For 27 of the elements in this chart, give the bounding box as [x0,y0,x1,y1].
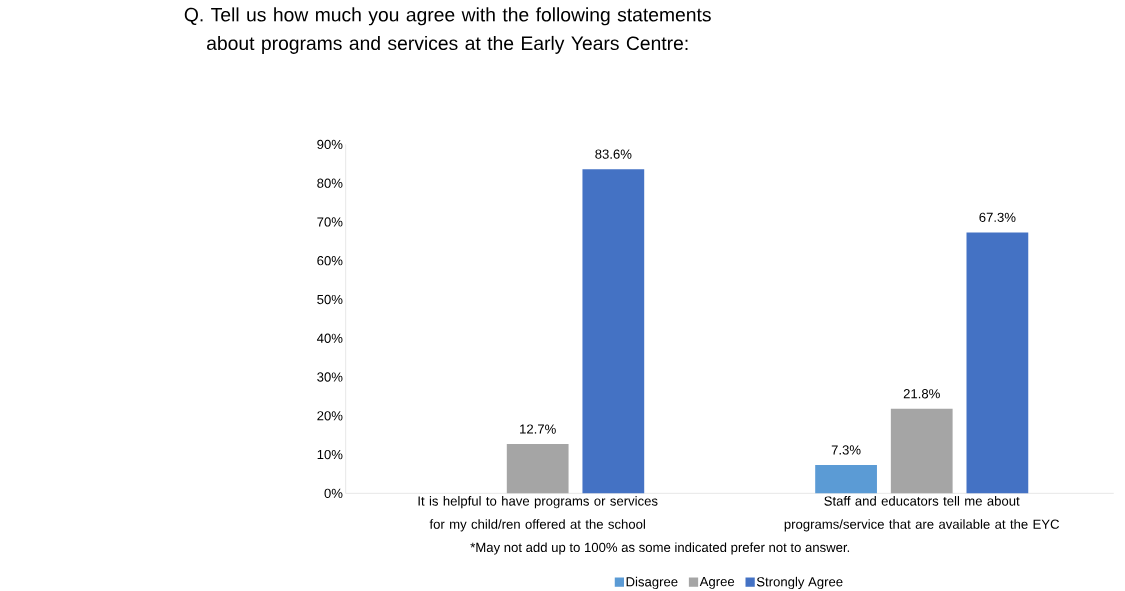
y-tick-label: 0% [324,488,343,499]
y-tick-label: 30% [317,372,343,382]
y-tick-label: 20% [317,411,343,421]
data-label: 21.8% [903,389,940,399]
y-tick-label: 40% [316,333,343,344]
y-tick-label: 70% [317,217,343,227]
bar [815,465,877,494]
bar [966,232,1029,494]
legend-label: Agree [699,577,735,590]
y-tick-label: 80% [317,178,343,189]
data-label: 12.7% [520,424,556,434]
y-tick-label: 60% [317,256,343,266]
y-tick-label: 10% [317,450,343,460]
data-label: 83.6% [595,149,632,159]
text: *May not add up to 100% as some indicated prefer not to answer. [470,542,850,555]
y-tick-label: 50% [317,295,343,305]
bar [890,409,953,494]
data-label: 67.3% [979,212,1016,223]
y-tick-label: 90% [317,139,343,150]
legend-label: Strongly Agree [756,577,843,590]
data-label: 7.3% [831,445,861,455]
legend-label: Disagree [626,577,678,590]
bar [506,444,569,494]
x-tick-label: Staff and educators tell me about programs/service that are available at the EYC [784,496,1060,532]
bar [582,169,645,494]
x-tick-label: It is helpful to have programs or services for my child/ren offered at the school [418,496,658,532]
chart-title: Q. Tell us how much you agree with the following statements about programs and services at the Early Years Centre: [184,7,711,55]
